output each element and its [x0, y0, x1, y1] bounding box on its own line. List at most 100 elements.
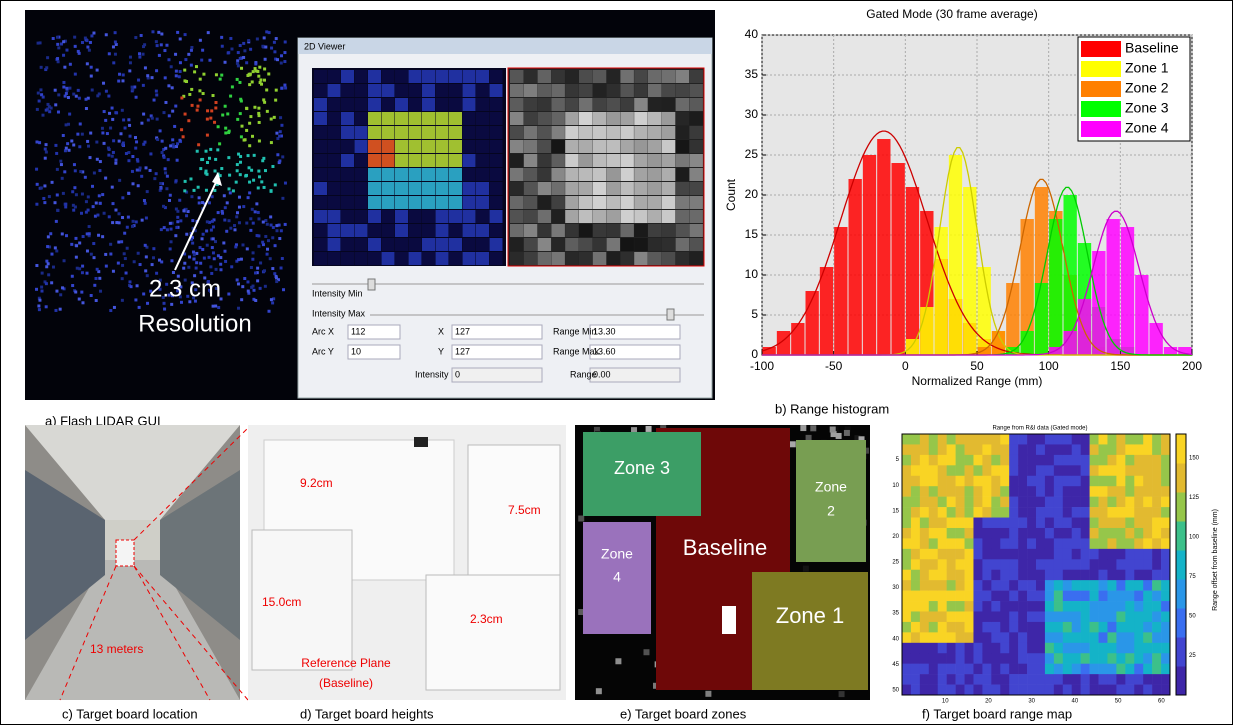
point — [280, 62, 283, 65]
heat-cell — [1143, 528, 1152, 539]
pixel — [395, 98, 408, 111]
point — [224, 127, 227, 130]
point — [61, 286, 64, 289]
point — [129, 61, 132, 64]
point — [212, 225, 215, 228]
point — [101, 235, 104, 238]
heat-cell — [1143, 486, 1152, 497]
pixel — [620, 182, 634, 195]
heat-cell — [1152, 486, 1161, 497]
heat-cell — [1107, 643, 1116, 654]
slider-label: Intensity Max — [312, 308, 366, 318]
heat-cell — [1072, 507, 1081, 518]
point — [159, 182, 162, 185]
heat-cell — [1018, 518, 1027, 529]
point — [257, 217, 260, 220]
y-axis-label: Count — [724, 178, 738, 211]
point — [75, 193, 78, 196]
point — [262, 221, 265, 224]
heat-cell — [1125, 559, 1134, 570]
point — [123, 252, 126, 255]
pixel — [422, 70, 435, 83]
point — [257, 112, 260, 115]
heat-cell — [1090, 664, 1099, 675]
point — [270, 118, 273, 121]
point — [162, 111, 165, 114]
colorbar-tick: 150 — [1189, 455, 1200, 461]
heat-cell — [982, 570, 991, 581]
point — [213, 257, 216, 260]
heat-cell — [1090, 685, 1099, 696]
heat-cell — [1081, 643, 1090, 654]
heat-cell — [1152, 570, 1161, 581]
pixel — [538, 168, 552, 181]
heat-cell — [938, 486, 947, 497]
heat-cell — [1045, 465, 1054, 476]
heat-cell — [1054, 486, 1063, 497]
point — [199, 167, 202, 170]
pixel — [490, 112, 503, 125]
heat-cell — [1045, 507, 1054, 518]
heat-cell — [1009, 559, 1018, 570]
heat-cell — [991, 528, 1000, 539]
pixel — [510, 168, 524, 181]
point — [92, 205, 95, 208]
point — [85, 107, 88, 110]
point — [235, 215, 238, 218]
point — [219, 78, 222, 81]
point — [99, 290, 102, 293]
point — [64, 95, 67, 98]
heat-cell — [947, 455, 956, 466]
point — [90, 294, 93, 297]
heat-cell — [1072, 601, 1081, 612]
heat-cell — [1099, 622, 1108, 633]
point — [73, 186, 76, 189]
heat-cell — [991, 476, 1000, 487]
point — [131, 170, 134, 173]
heat-cell — [1081, 653, 1090, 664]
bar — [978, 347, 991, 355]
heat-cell — [982, 580, 991, 591]
point — [193, 189, 196, 192]
pixel — [490, 70, 503, 83]
pixel — [648, 182, 662, 195]
point — [220, 36, 223, 39]
point — [118, 73, 121, 76]
heat-cell — [1045, 528, 1054, 539]
point — [189, 177, 192, 180]
point — [160, 43, 163, 46]
heat-cell — [902, 653, 911, 664]
point — [255, 202, 258, 205]
pixel — [449, 182, 462, 195]
point — [267, 239, 270, 242]
x-axis-label: Normalized Range (mm) — [912, 374, 1043, 388]
point — [108, 112, 111, 115]
heat-cell — [1161, 497, 1170, 508]
heat-cell — [1072, 559, 1081, 570]
point — [214, 169, 217, 172]
heat-cell — [1161, 507, 1170, 518]
heat-cell — [1063, 434, 1072, 445]
heat-cell — [965, 664, 974, 675]
pixel — [689, 196, 703, 209]
pixel — [368, 112, 381, 125]
point — [122, 73, 125, 76]
heat-cell — [991, 685, 1000, 696]
heat-cell — [1107, 507, 1116, 518]
heat-cell — [991, 444, 1000, 455]
point — [271, 301, 274, 304]
pixel — [395, 224, 408, 237]
heat-cell — [1090, 653, 1099, 664]
pixel — [648, 112, 662, 125]
heat-cell — [991, 570, 1000, 581]
pixel — [409, 140, 422, 153]
heat-cell — [1125, 444, 1134, 455]
pixel — [449, 154, 462, 167]
heat-cell — [929, 653, 938, 664]
heat-cell — [982, 444, 991, 455]
point — [85, 200, 88, 203]
heat-cell — [1027, 528, 1036, 539]
heat-cell — [1143, 455, 1152, 466]
pixel — [579, 84, 593, 97]
heat-cell — [1099, 465, 1108, 476]
